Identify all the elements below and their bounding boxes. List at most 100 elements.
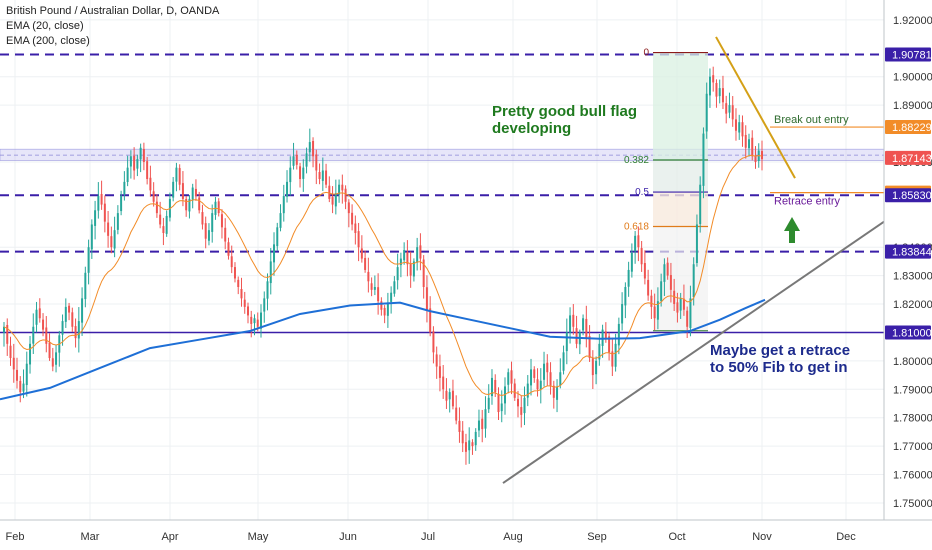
candle-body xyxy=(676,302,679,313)
candle-body xyxy=(256,319,259,327)
candle-body xyxy=(390,292,393,302)
candle-body xyxy=(630,252,633,272)
candle-body xyxy=(634,235,637,251)
candle-body xyxy=(162,226,165,234)
candle-body xyxy=(42,319,45,330)
candle-body xyxy=(12,357,15,370)
y-tick-label: 1.83000 xyxy=(893,271,932,283)
x-tick-label: Jun xyxy=(339,531,357,543)
candle-body xyxy=(217,201,220,214)
candle-body xyxy=(734,119,737,131)
candle-body xyxy=(653,306,656,319)
candle-body xyxy=(643,263,646,279)
candle-body xyxy=(575,328,578,344)
candle-body xyxy=(68,305,71,313)
candle-body xyxy=(416,247,419,263)
candle-body xyxy=(761,151,763,160)
moving-averages xyxy=(0,154,766,401)
candle-body xyxy=(123,181,126,195)
candle-body xyxy=(451,390,454,407)
candle-body xyxy=(133,155,136,171)
candle-body xyxy=(598,343,601,360)
candle-body xyxy=(360,248,363,259)
candle-body xyxy=(637,235,640,248)
candle-body xyxy=(172,181,175,198)
candle-body xyxy=(747,139,750,149)
candle-body xyxy=(357,231,360,248)
candle-body xyxy=(689,298,692,328)
candle-body xyxy=(432,331,435,353)
candle-body xyxy=(51,358,54,367)
fib-zone-middle xyxy=(653,159,708,193)
candle-body xyxy=(686,310,689,327)
candle-body xyxy=(604,331,607,339)
candle-body xyxy=(435,354,438,367)
fib-level-label: 0 xyxy=(643,48,649,59)
candle-body xyxy=(149,177,152,191)
candle-body xyxy=(546,362,549,373)
candle-body xyxy=(552,385,555,398)
price-label-text: 1.81000 xyxy=(892,327,932,339)
fib-zone-lower xyxy=(653,192,708,227)
candle-body xyxy=(520,407,523,415)
candle-body xyxy=(682,298,685,310)
candle-body xyxy=(373,286,376,290)
candle-body xyxy=(660,281,663,302)
up-arrow-icon xyxy=(784,216,800,243)
candle-body xyxy=(204,223,207,239)
y-tick-label: 1.92000 xyxy=(893,15,932,27)
candle-body xyxy=(663,264,666,282)
x-tick-label: May xyxy=(248,531,269,543)
candle-body xyxy=(286,181,289,197)
candle-body xyxy=(744,134,747,148)
candle-body xyxy=(738,122,741,133)
candle-body xyxy=(533,369,536,378)
candle-body xyxy=(403,250,406,261)
ema20-legend: EMA (20, close) xyxy=(6,20,84,32)
candle-body xyxy=(526,383,529,398)
y-tick-label: 1.90000 xyxy=(893,72,932,84)
candle-body xyxy=(29,343,32,365)
candle-body xyxy=(227,242,230,256)
candle-body xyxy=(461,430,464,444)
candle-body xyxy=(588,336,591,359)
candle-body xyxy=(35,309,38,325)
candle-body xyxy=(741,122,744,137)
candle-body xyxy=(87,247,90,273)
candle-body xyxy=(705,93,708,132)
candle-body xyxy=(591,358,594,376)
retrace-entry-label: Retrace entry xyxy=(774,196,841,208)
candle-body xyxy=(458,420,461,432)
y-tick-label: 1.89000 xyxy=(893,100,932,112)
x-tick-label: Feb xyxy=(6,531,25,543)
y-tick-label: 1.77000 xyxy=(893,441,932,453)
candle-body xyxy=(269,261,272,284)
candle-body xyxy=(94,210,97,226)
candle-body xyxy=(334,193,337,207)
horizontal-levels xyxy=(0,53,884,334)
candle-body xyxy=(364,257,367,270)
candle-body xyxy=(510,370,513,384)
candle-body xyxy=(471,442,474,447)
candle-body xyxy=(419,245,422,259)
candle-body xyxy=(64,306,67,322)
candle-body xyxy=(120,196,123,212)
bull-flag-note-line1: Pretty good bull flag xyxy=(492,103,637,120)
candle-body xyxy=(393,281,396,294)
candle-body xyxy=(48,342,51,359)
candle-body xyxy=(295,154,298,165)
y-tick-label: 1.82000 xyxy=(893,299,932,311)
fib-level-label: 0.618 xyxy=(624,221,649,232)
fib-level-label: 0.382 xyxy=(624,155,649,166)
candle-body xyxy=(474,431,477,446)
candle-body xyxy=(712,75,715,83)
candle-body xyxy=(517,398,520,407)
candle-body xyxy=(328,185,331,199)
candle-body xyxy=(539,380,542,390)
candle-body xyxy=(530,369,533,386)
candle-body xyxy=(669,275,672,290)
candle-body xyxy=(198,197,201,211)
candle-body xyxy=(409,263,412,276)
